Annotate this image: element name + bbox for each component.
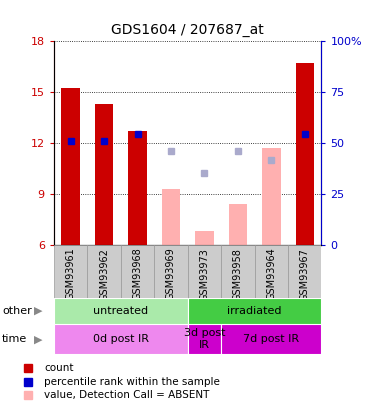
Text: GSM93958: GSM93958: [233, 247, 243, 301]
Bar: [187, 324, 221, 354]
Text: GSM93967: GSM93967: [300, 247, 310, 301]
Text: ▶: ▶: [33, 306, 42, 316]
Bar: [254, 245, 288, 298]
Text: other: other: [2, 306, 32, 316]
Bar: [54, 324, 187, 354]
Text: 0d post IR: 0d post IR: [93, 334, 149, 344]
Bar: [195, 231, 214, 245]
Bar: [288, 245, 321, 298]
Bar: [221, 324, 321, 354]
Text: value, Detection Call = ABSENT: value, Detection Call = ABSENT: [44, 390, 209, 400]
Bar: [95, 104, 113, 245]
Text: GSM93969: GSM93969: [166, 247, 176, 301]
Bar: [296, 63, 314, 245]
Text: 7d post IR: 7d post IR: [243, 334, 300, 344]
Text: percentile rank within the sample: percentile rank within the sample: [44, 377, 220, 386]
Bar: [229, 204, 247, 245]
Text: ▶: ▶: [33, 334, 42, 344]
Bar: [87, 245, 121, 298]
Text: untreated: untreated: [93, 306, 148, 316]
Bar: [54, 245, 87, 298]
Text: GSM93964: GSM93964: [266, 247, 276, 301]
Bar: [62, 88, 80, 245]
Bar: [187, 245, 221, 298]
Text: count: count: [44, 363, 74, 373]
Text: time: time: [2, 334, 27, 344]
Bar: [154, 245, 187, 298]
Text: GSM93961: GSM93961: [65, 247, 75, 301]
Bar: [221, 245, 254, 298]
Bar: [54, 298, 187, 324]
Text: 3d post
IR: 3d post IR: [184, 328, 225, 350]
Bar: [262, 148, 281, 245]
Text: GSM93962: GSM93962: [99, 247, 109, 301]
Bar: [128, 131, 147, 245]
Text: GSM93973: GSM93973: [199, 247, 209, 301]
Title: GDS1604 / 207687_at: GDS1604 / 207687_at: [111, 23, 264, 37]
Bar: [187, 298, 321, 324]
Bar: [162, 189, 180, 245]
Text: GSM93968: GSM93968: [132, 247, 142, 301]
Text: irradiated: irradiated: [227, 306, 282, 316]
Bar: [121, 245, 154, 298]
